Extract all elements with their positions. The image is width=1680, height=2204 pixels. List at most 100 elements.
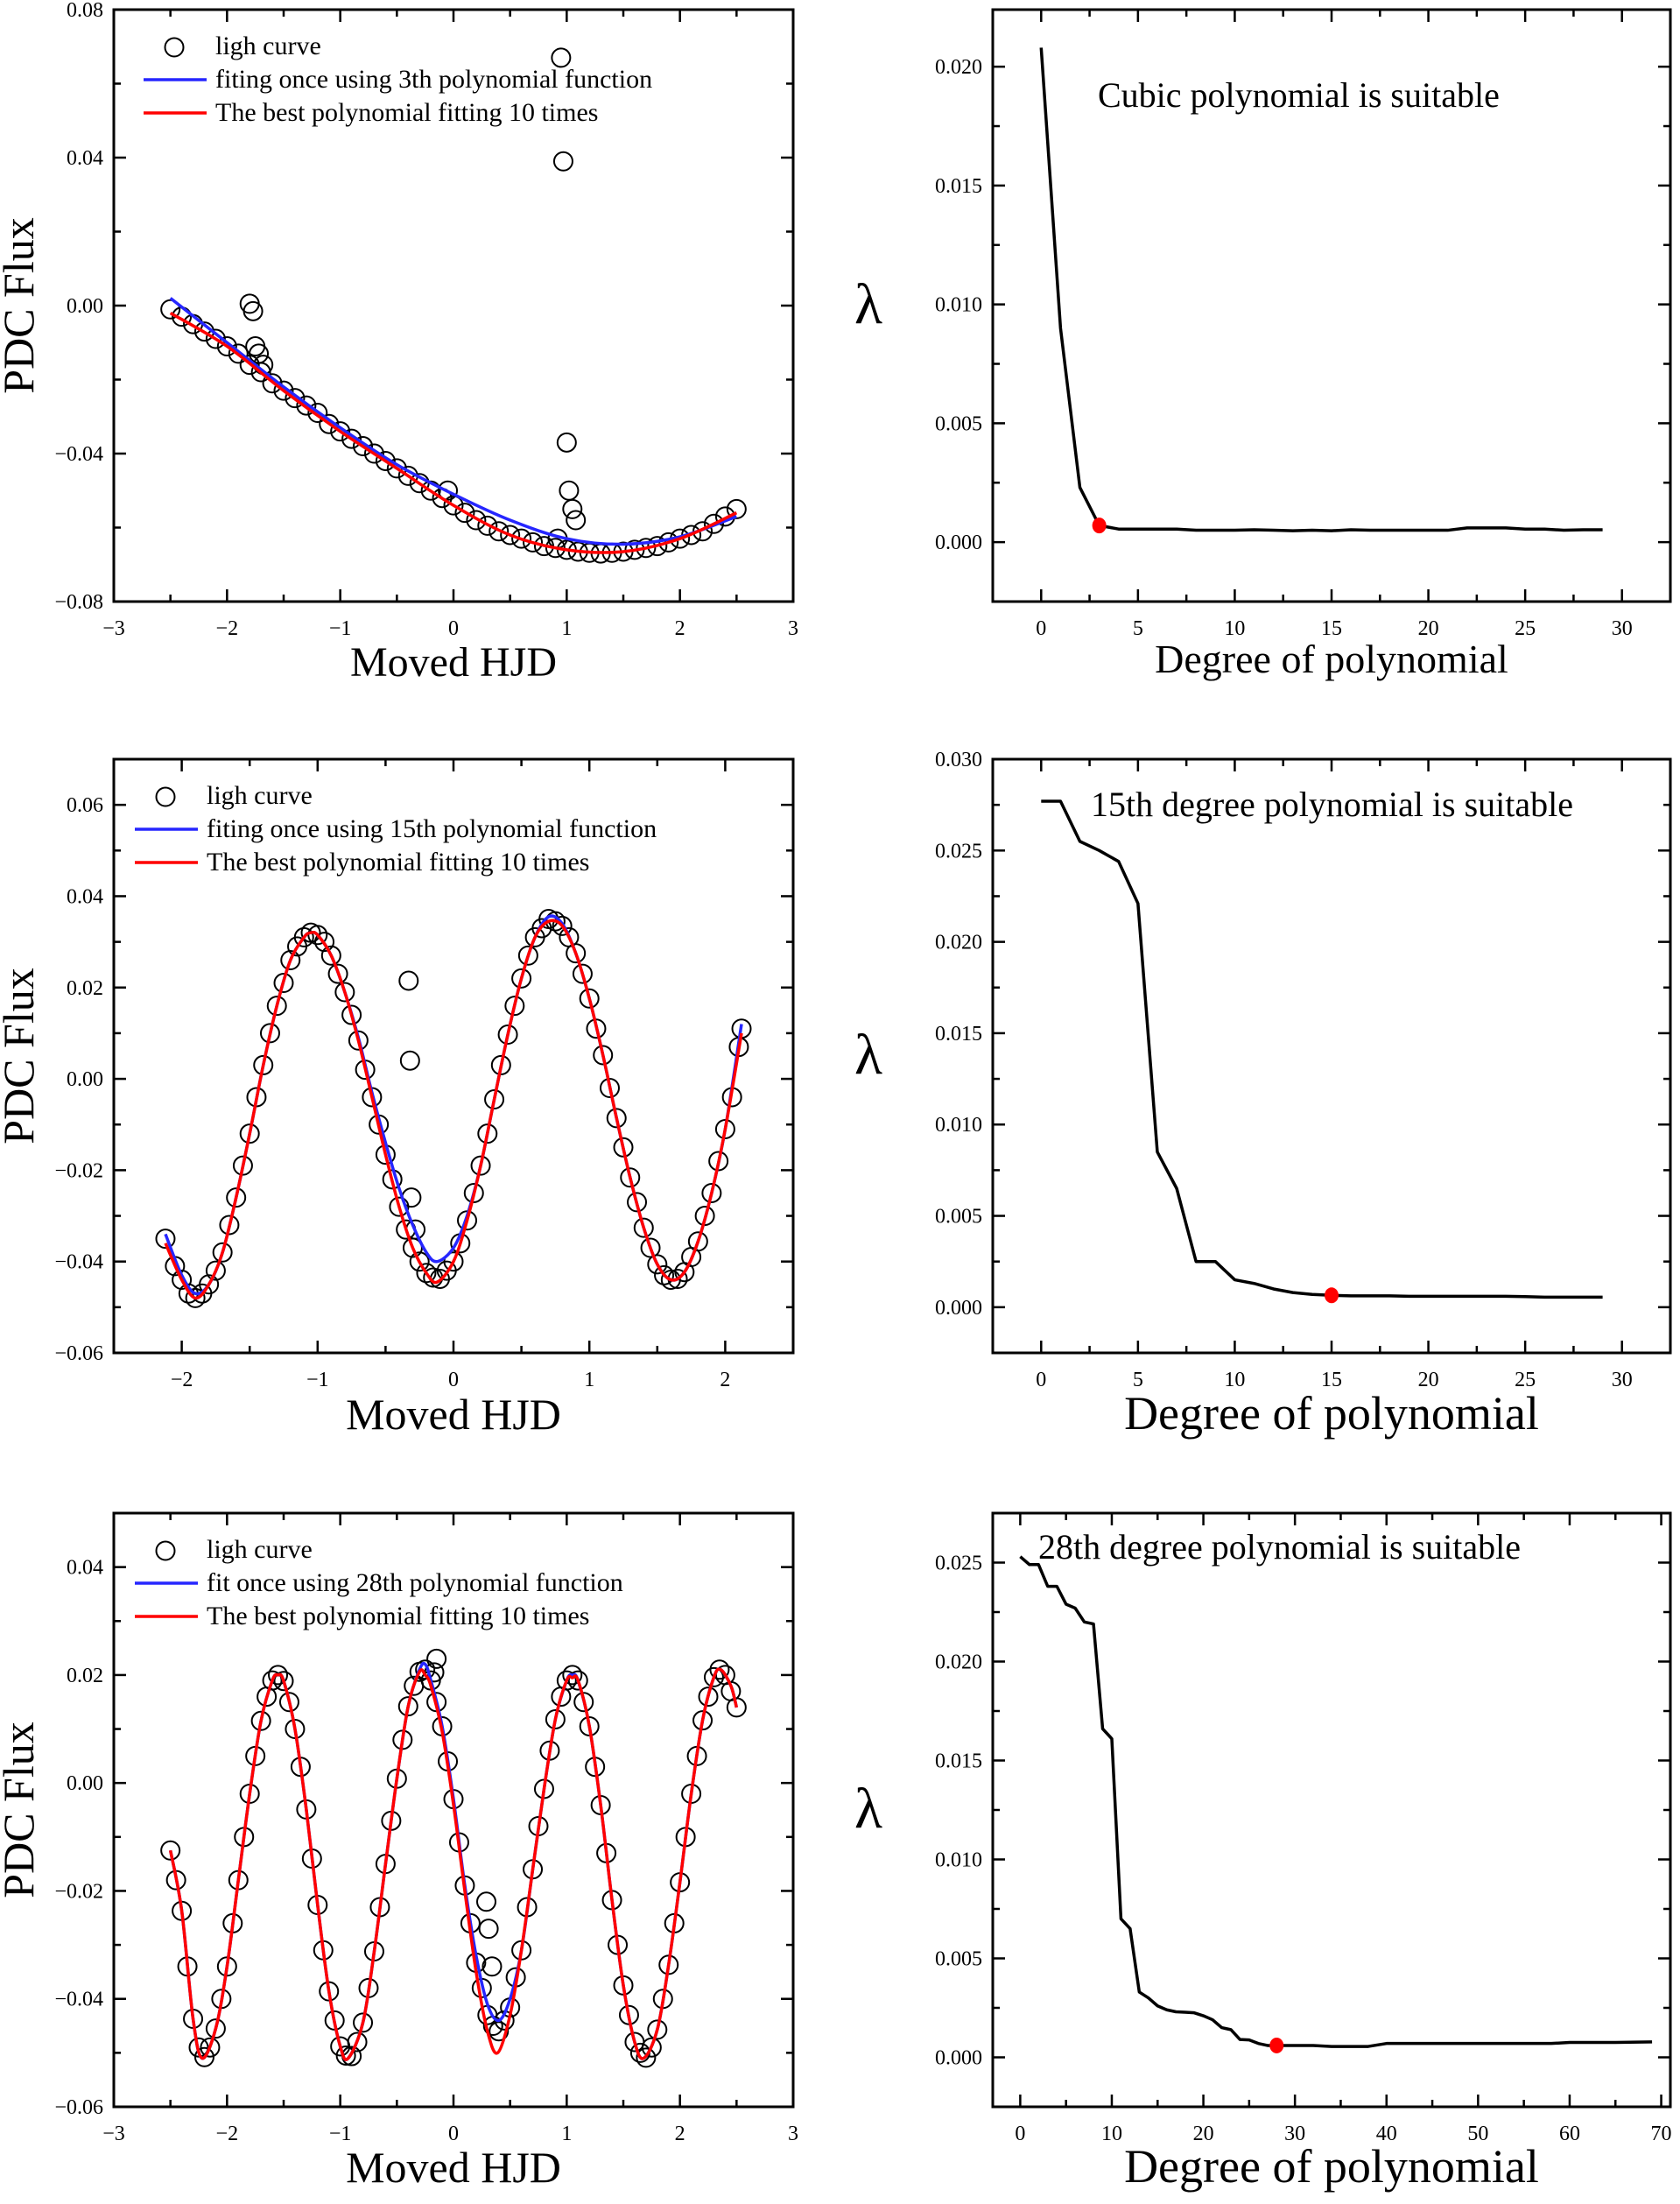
- light-curve-point: [523, 532, 544, 553]
- legend: ligh curve fiting once using 15th polynom…: [135, 781, 657, 877]
- light-curve-point: [243, 300, 264, 321]
- light-curve-point: [443, 1251, 464, 1272]
- light-curve-point: [484, 1089, 505, 1110]
- chart-panel-1: −3 −2 −1 0 1 2 3 −0.08 −0.04 0.00 0.04 0.08 Moved HJ…: [0, 0, 798, 686]
- light-curve-point: [692, 1710, 713, 1731]
- light-curve-point: [599, 1078, 620, 1099]
- light-curve-point: [375, 450, 396, 471]
- light-curve-point: [416, 1263, 437, 1284]
- y-tick-label: −0.08: [54, 591, 103, 614]
- light-curve-point: [566, 510, 587, 531]
- plot-area: [1039, 47, 1603, 534]
- light-curve-point: [273, 973, 294, 994]
- light-curve-point: [273, 380, 294, 401]
- x-tick-label: 1: [584, 1369, 594, 1391]
- light-curve-point: [545, 1708, 566, 1729]
- light-curve-point: [477, 515, 498, 536]
- chart-panel-3: −2 −1 0 1 2 −0.06 −0.04 −0.02 0.00 0.02 0.04 0.06 Mo…: [0, 757, 795, 1439]
- y-tick-label: 0.02: [67, 977, 103, 1000]
- y-tick-label: 0.015: [935, 175, 982, 198]
- chart-panel-6: 0 10 20 30 40 50 60 70 0.000 0.005 0.010 0.015 0.020…: [854, 1511, 1672, 2193]
- light-curve-point: [262, 373, 283, 394]
- light-curve-point: [489, 521, 510, 542]
- light-curve-point: [709, 1659, 730, 1680]
- x-tick-label: −2: [216, 617, 239, 640]
- x-tick-label: 5: [1133, 617, 1143, 640]
- lambda-line: [1041, 799, 1603, 1299]
- light-curve-point: [273, 1671, 294, 1692]
- light-curve-point: [193, 2046, 214, 2067]
- y-axis-label: PDC Flux: [0, 217, 43, 393]
- y-tick-label: 0.010: [935, 1849, 982, 1872]
- light-curve-point: [363, 443, 384, 464]
- light-curve-point: [160, 1840, 181, 1861]
- x-tick-label: 30: [1284, 2123, 1305, 2145]
- light-curve-point: [415, 1659, 436, 1680]
- light-curve-point: [497, 1024, 518, 1045]
- x-tick-label: 1: [561, 617, 572, 640]
- x-tick-label: 3: [788, 2123, 798, 2145]
- fit-once-line: [169, 297, 737, 546]
- x-tick-label: 25: [1515, 617, 1536, 640]
- light-curve-point: [397, 1696, 418, 1717]
- x-tick-label: −2: [216, 2123, 239, 2145]
- best-fit-line: [169, 311, 738, 554]
- y-tick-label: 0.00: [67, 1068, 103, 1091]
- legend-entry: fiting once using 3th polynomial functio…: [215, 65, 652, 94]
- x-tick-label: −3: [102, 2123, 125, 2145]
- light-curve-point: [552, 151, 573, 172]
- annotation-text: Cubic polynomial is suitable: [1098, 75, 1500, 115]
- selected-degree-marker: [1269, 2037, 1284, 2053]
- light-curve-point: [219, 1215, 240, 1236]
- light-curve-point: [579, 988, 600, 1009]
- plot-area: [155, 909, 752, 1308]
- y-tick-label: 0.020: [935, 932, 982, 954]
- light-curve-point: [330, 421, 351, 442]
- light-curve-point: [249, 343, 270, 364]
- light-curve-point: [250, 1710, 271, 1731]
- x-tick-label: 20: [1418, 617, 1439, 640]
- x-tick-label: −1: [306, 1369, 329, 1391]
- fit-once-line: [168, 1661, 739, 2061]
- legend-marker-circle: [155, 786, 176, 807]
- x-axis-label: Degree of polynomial: [1155, 637, 1508, 681]
- plot-frame: [112, 757, 795, 1355]
- light-curve-point: [566, 943, 587, 964]
- x-tick-label: 0: [448, 1369, 459, 1391]
- y-tick-label: 0.030: [935, 749, 982, 771]
- light-curve-point: [228, 343, 249, 364]
- light-curve-point: [212, 1242, 233, 1263]
- light-curve-point: [454, 503, 475, 524]
- light-curve-point: [556, 432, 577, 453]
- x-tick-label: −1: [329, 617, 352, 640]
- y-tick-label: 0.015: [935, 1750, 982, 1773]
- light-curve-point: [438, 480, 459, 501]
- light-curve-point: [278, 1692, 299, 1713]
- x-tick-label: 10: [1224, 1369, 1245, 1391]
- legend-entry: fiting once using 15th polynomial functi…: [207, 814, 657, 843]
- legend-entry: The best polynomial fitting 10 times: [207, 848, 589, 877]
- light-curve-point: [205, 328, 226, 349]
- best-fit-line: [164, 919, 743, 1300]
- light-curve-point: [314, 932, 335, 953]
- light-curve-point: [293, 926, 314, 947]
- light-curve-point: [463, 1182, 484, 1203]
- plot-frame: [112, 1511, 795, 2109]
- light-curve-point: [517, 945, 538, 966]
- x-tick-label: 1: [561, 2123, 572, 2145]
- light-curve-point: [426, 1648, 447, 1669]
- y-tick-label: 0.020: [935, 56, 982, 79]
- light-curve-point: [476, 1891, 497, 1912]
- legend-entry: fit once using 28th polynomial function: [207, 1568, 623, 1597]
- x-tick-label: −2: [171, 1369, 193, 1391]
- light-curve-point: [200, 2037, 221, 2058]
- y-tick-label: −0.02: [54, 1880, 103, 1903]
- annotation-text: 28th degree polynomial is suitable: [1038, 1527, 1521, 1567]
- light-curve-point: [409, 1251, 430, 1272]
- light-curve-point: [335, 2045, 356, 2066]
- x-tick-label: 40: [1376, 2123, 1397, 2145]
- y-tick-label: 0.00: [67, 295, 103, 318]
- x-tick-label: 20: [1418, 1369, 1439, 1391]
- lambda-line: [1039, 47, 1603, 532]
